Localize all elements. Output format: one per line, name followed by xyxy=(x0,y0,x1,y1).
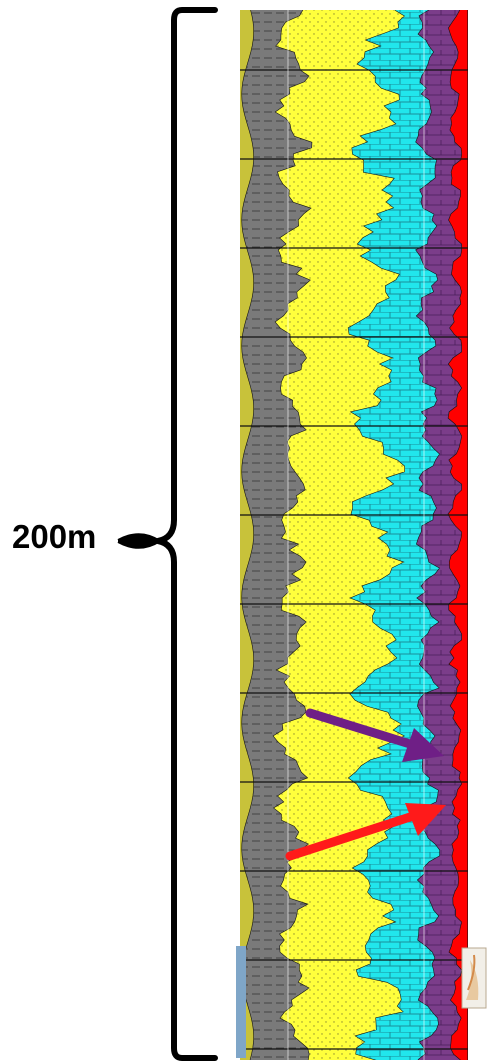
scale-brace xyxy=(155,7,218,1061)
shale-layer xyxy=(242,10,313,1060)
anhydrite-layer xyxy=(448,10,468,1060)
siltstone-band xyxy=(240,10,254,1060)
shale-band-pattern xyxy=(242,10,313,1060)
inset-thumbnail xyxy=(236,946,487,1058)
purple-arrow xyxy=(305,708,444,762)
dolomite-band-pattern xyxy=(416,10,462,1060)
anhydrite-band xyxy=(448,10,468,1060)
depth-gridlines xyxy=(240,10,468,1060)
well-log-column xyxy=(240,10,468,1060)
siltstone-layer xyxy=(240,10,255,1060)
sandstone-band-edge xyxy=(347,10,407,1060)
scale-label: 200m xyxy=(12,518,97,555)
sandstone-layer xyxy=(273,10,407,1060)
red-arrow xyxy=(285,803,446,861)
scale-pointer xyxy=(117,533,162,549)
sandstone-band-pattern xyxy=(273,10,405,1060)
limestone-band-pattern xyxy=(348,10,440,1060)
